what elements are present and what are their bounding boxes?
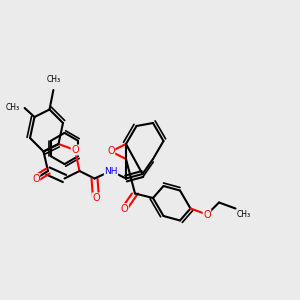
- Text: O: O: [92, 193, 100, 203]
- Text: O: O: [203, 209, 211, 220]
- Text: O: O: [121, 203, 128, 214]
- Text: CH₃: CH₃: [6, 103, 20, 112]
- Text: NH: NH: [104, 167, 118, 176]
- Text: O: O: [107, 146, 115, 157]
- Text: O: O: [32, 173, 40, 184]
- Text: CH₃: CH₃: [46, 75, 61, 84]
- Text: O: O: [71, 145, 79, 155]
- Text: CH₃: CH₃: [237, 210, 251, 219]
